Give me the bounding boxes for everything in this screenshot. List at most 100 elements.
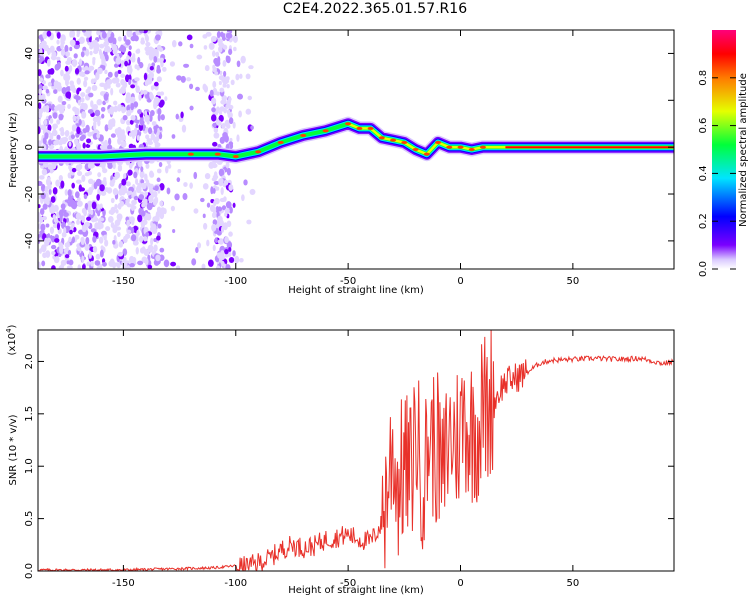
noise-speckle [126, 203, 132, 208]
noise-speckle [54, 138, 60, 146]
noise-speckle [94, 260, 101, 266]
noise-speckle [144, 257, 149, 266]
noise-speckle [97, 172, 102, 178]
noise-speckle [118, 164, 122, 170]
noise-speckle [47, 164, 53, 169]
noise-speckle [220, 31, 224, 38]
spectrogram-x-label: Height of straight line (km) [288, 285, 424, 296]
noise-speckle [155, 136, 160, 143]
noise-speckle [156, 127, 160, 136]
noise-speckle [189, 43, 194, 49]
noise-speckle [51, 250, 56, 256]
noise-speckle [122, 248, 128, 256]
noise-speckle [68, 236, 72, 243]
noise-speckle [61, 100, 67, 106]
noise-speckle [225, 264, 231, 269]
noise-speckle [175, 113, 179, 120]
noise-speckle [196, 242, 202, 249]
noise-speckle [128, 79, 132, 85]
noise-speckle [64, 44, 69, 53]
noise-speckle [200, 197, 205, 203]
noise-speckle [119, 52, 123, 58]
noise-speckle [54, 238, 60, 243]
noise-speckle [152, 198, 158, 206]
noise-speckle [96, 265, 103, 269]
noise-speckle [230, 79, 235, 86]
noise-speckle [138, 194, 145, 200]
noise-speckle [189, 182, 193, 189]
colorbar-scale [712, 30, 736, 269]
noise-speckle [225, 32, 232, 39]
noise-speckle [66, 217, 70, 223]
noise-speckle [68, 259, 74, 266]
noise-speckle [73, 53, 78, 59]
noise-speckle [144, 173, 148, 182]
noise-speckle [107, 36, 114, 44]
noise-speckle [38, 248, 42, 254]
noise-speckle [149, 183, 154, 189]
colorbar-label: Normalized spectral amplitude [738, 73, 749, 227]
noise-speckle [52, 112, 58, 119]
noise-speckle [220, 99, 227, 105]
noise-speckle [129, 96, 136, 103]
noise-speckle [171, 134, 176, 139]
noise-speckle [126, 229, 132, 234]
noise-speckle [228, 206, 233, 214]
noise-speckle [112, 261, 117, 269]
noise-speckle [120, 133, 126, 141]
noise-speckle [235, 73, 240, 81]
ridge-hotspot [232, 155, 239, 159]
noise-speckle [213, 127, 219, 133]
noise-speckle [232, 202, 236, 208]
noise-speckle [153, 48, 158, 55]
noise-speckle [87, 205, 91, 214]
noise-speckle [206, 239, 210, 247]
noise-speckle [60, 49, 66, 56]
x-tick-label: -150 [112, 578, 135, 589]
noise-speckle [222, 44, 228, 50]
noise-speckle [117, 137, 122, 145]
noise-speckle [60, 130, 65, 137]
noise-speckle [79, 187, 86, 192]
noise-speckle [42, 203, 48, 210]
noise-speckle [180, 75, 186, 83]
noise-speckle [116, 127, 123, 133]
noise-speckle [202, 213, 206, 219]
noise-speckle [56, 134, 61, 141]
noise-speckle [159, 200, 164, 207]
noise-speckle [90, 209, 94, 216]
noise-speckle [41, 168, 48, 176]
noise-speckle [228, 48, 233, 55]
noise-speckle [232, 35, 238, 43]
noise-speckle [213, 180, 220, 185]
noise-speckle [139, 235, 144, 243]
noise-speckle [206, 202, 211, 208]
noise-speckle [85, 236, 90, 245]
noise-speckle [214, 71, 219, 76]
noise-speckle [114, 77, 120, 84]
noise-speckle [114, 203, 118, 210]
noise-speckle [222, 60, 227, 67]
noise-speckle [39, 208, 45, 216]
noise-speckle [169, 61, 176, 67]
noise-speckle [164, 165, 169, 174]
noise-speckle [212, 141, 218, 147]
y-tick-label: -40 [24, 233, 35, 249]
noise-speckle [83, 76, 89, 81]
noise-speckle [69, 229, 73, 235]
noise-speckle [223, 179, 229, 186]
x-tick-label: -150 [112, 276, 135, 287]
noise-speckle [99, 91, 105, 96]
noise-speckle [138, 61, 144, 69]
spectrogram-x-axis: -150 -100 -50 0 50 [112, 30, 579, 287]
noise-speckle [156, 177, 161, 183]
noise-speckle [128, 64, 133, 72]
noise-speckle [121, 60, 125, 66]
noise-speckle [107, 216, 114, 223]
noise-speckle [141, 202, 146, 208]
noise-speckle [38, 261, 41, 269]
noise-speckle [84, 243, 90, 251]
noise-speckle [210, 186, 214, 195]
y-tick-label: 0.0 [24, 563, 35, 579]
noise-speckle [153, 126, 158, 134]
